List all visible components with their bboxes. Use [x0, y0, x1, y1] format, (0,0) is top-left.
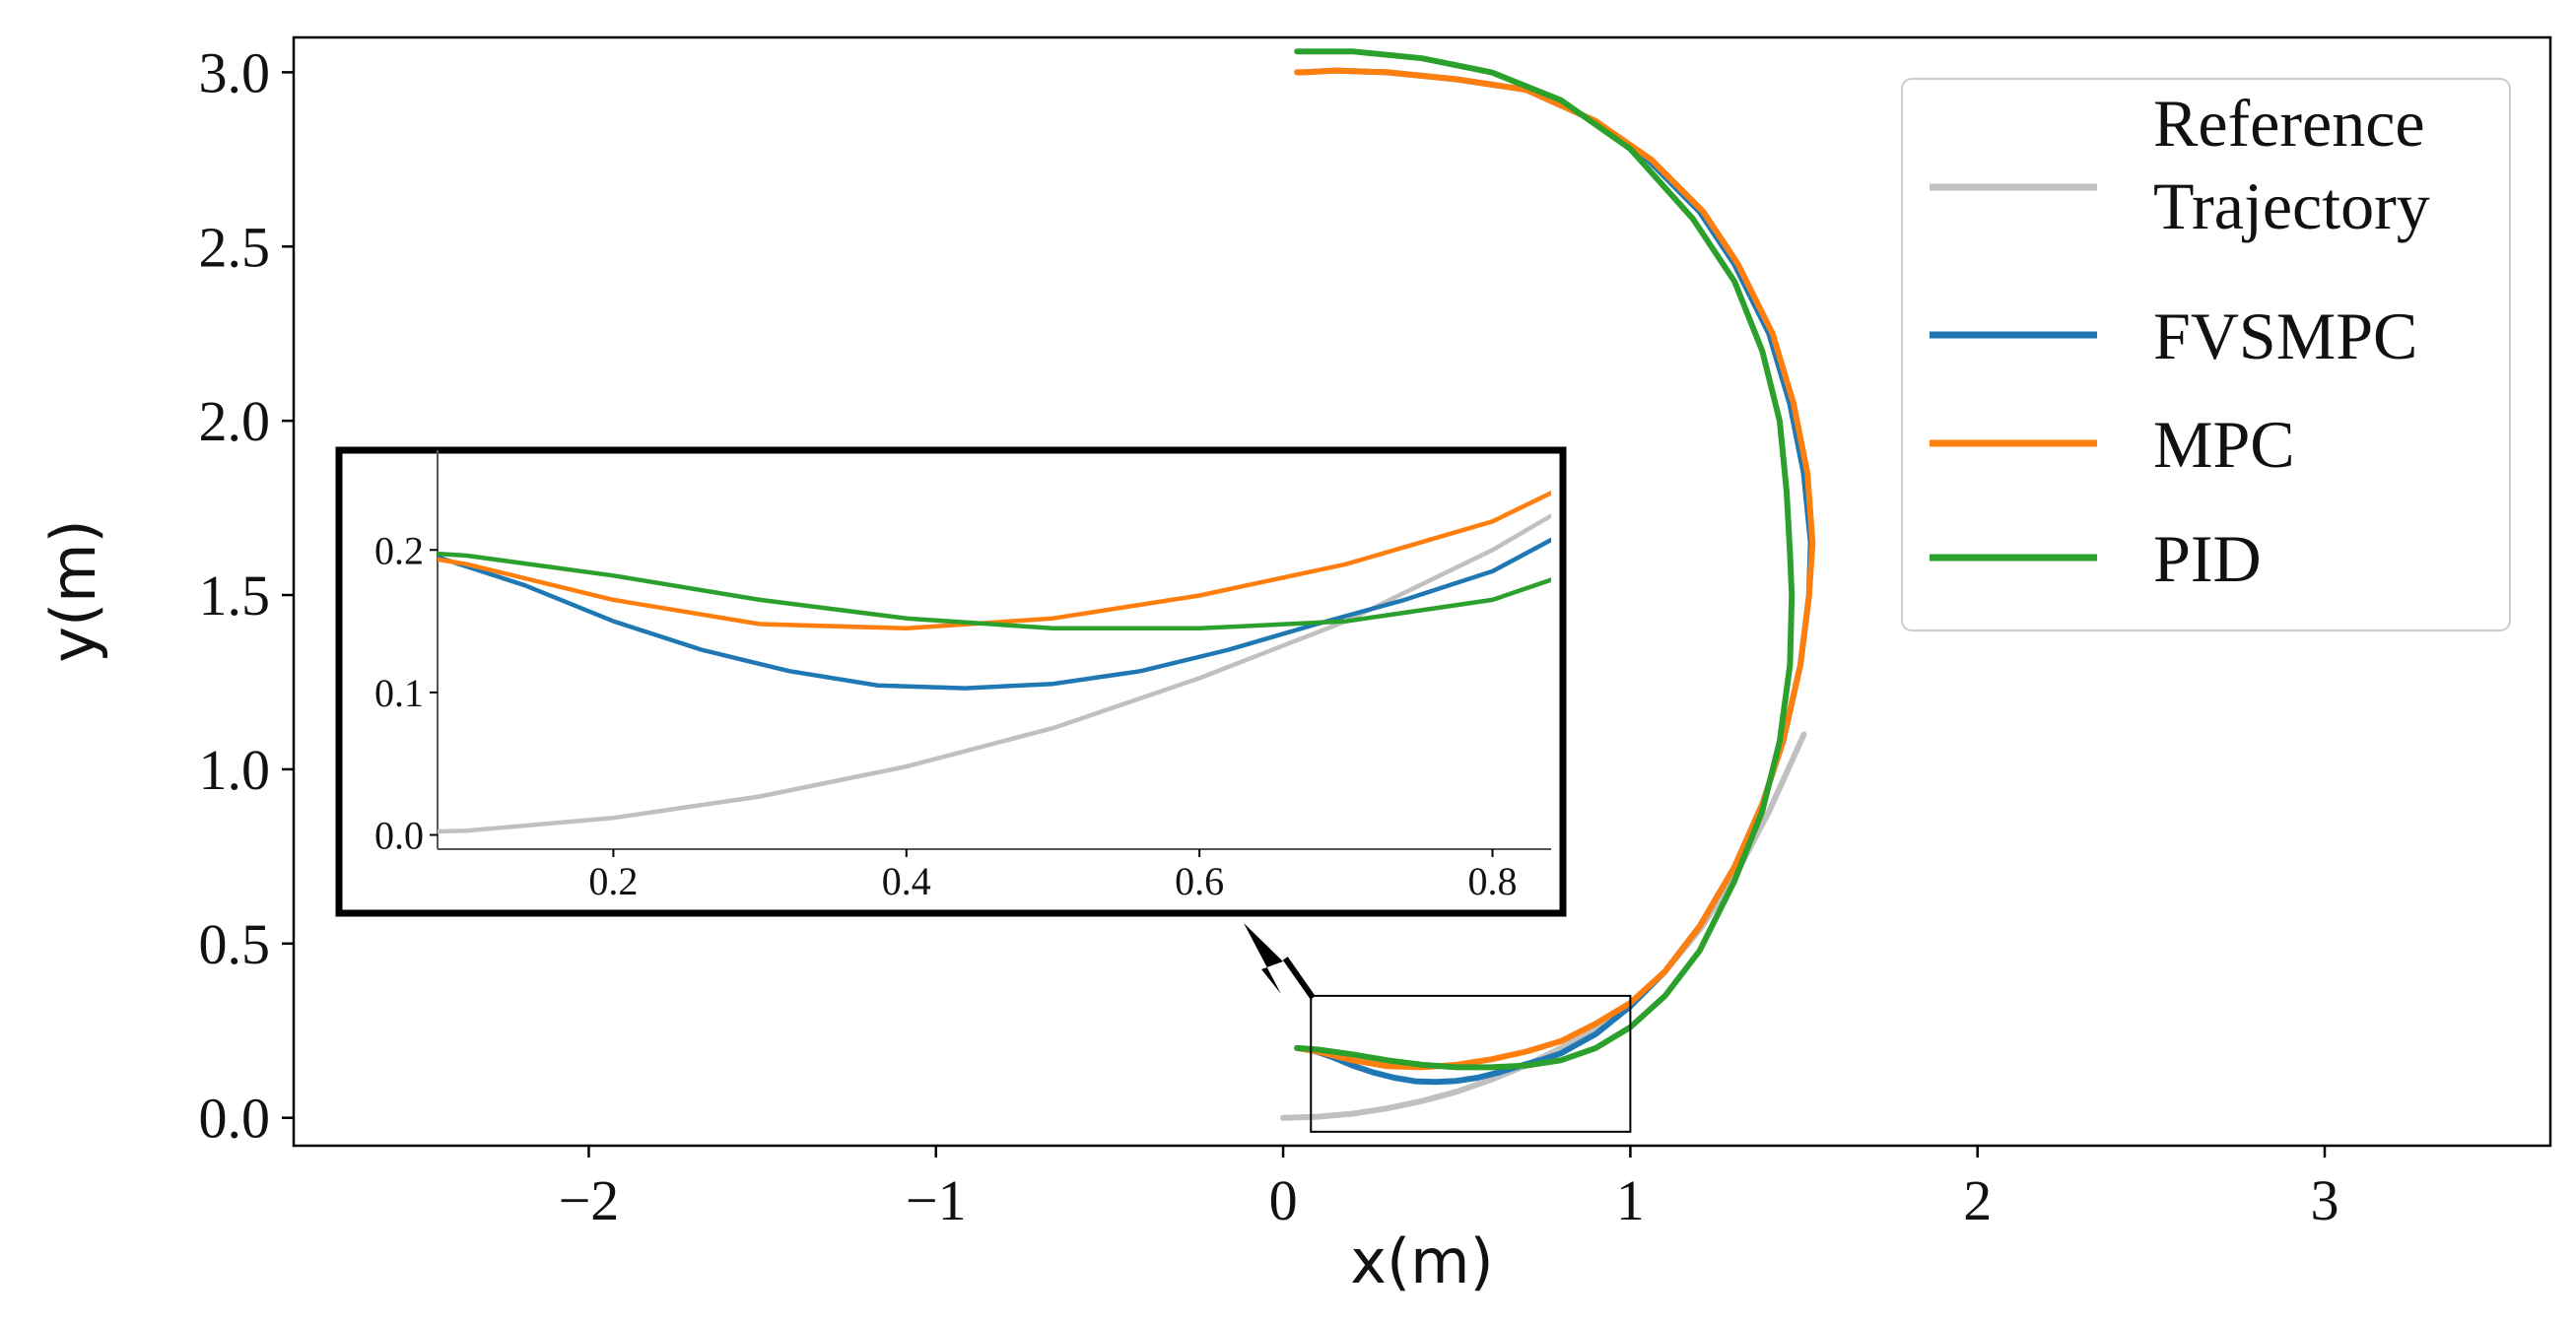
x-axis-label: x(m): [1350, 1225, 1493, 1297]
inset-x-tick-label: 0.4: [882, 859, 931, 903]
inset-series-group: [438, 490, 1551, 834]
legend-label: Reference: [2153, 86, 2425, 161]
inset-y-tick-label: 0.1: [374, 671, 424, 715]
main-axis-ticks: −2 −1 0 1 2 3 0.0 0.5 1.0 1.5 2.0 2.5 3.0: [199, 40, 2339, 1232]
inset-series-line-fvsmpc: [438, 537, 1551, 691]
y-tick-label: 0.0: [199, 1087, 271, 1151]
inset-panel: 0.2 0.4 0.6 0.8 0.0 0.1 0.2: [335, 446, 1567, 917]
x-tick-label: 2: [1963, 1168, 1992, 1232]
plot-area-frame: [292, 35, 2552, 1148]
y-tick-label: 1.5: [199, 563, 271, 628]
main-series-group: [1280, 48, 1816, 1121]
inset-axis-ticks: 0.2 0.4 0.6 0.8 0.0 0.1 0.2: [374, 450, 1551, 903]
inset-background: [335, 446, 1567, 917]
series-line-mpc: [1294, 67, 1816, 1071]
y-tick-label: 1.0: [199, 738, 271, 802]
x-tick-label: 1: [1616, 1168, 1645, 1232]
inset-y-tick-label: 0.2: [374, 528, 424, 572]
legend-frame: [1901, 78, 2511, 631]
inset-x-tick-label: 0.6: [1175, 859, 1224, 903]
y-tick-label: 0.5: [199, 912, 271, 976]
zoom-arrow-head: [1244, 923, 1283, 994]
inset-x-tick-label: 0.8: [1468, 859, 1518, 903]
y-tick-label: 3.0: [199, 40, 271, 104]
y-axis-label: y(m): [37, 519, 109, 662]
legend-label: Trajectory: [2153, 168, 2430, 243]
x-tick-label: 0: [1269, 1168, 1298, 1232]
series-line-pid: [1294, 48, 1796, 1071]
inset-y-tick-label: 0.0: [374, 814, 424, 858]
legend-label: FVSMPC: [2153, 298, 2417, 373]
x-tick-label: 3: [2311, 1168, 2339, 1232]
zoom-source-group: [1244, 923, 1632, 1133]
legend-label: MPC: [2153, 407, 2295, 482]
zoom-arrow-shaft: [1282, 957, 1316, 1000]
inset-series-line-mpc: [438, 490, 1551, 631]
legend-label: PID: [2153, 521, 2262, 596]
y-tick-label: 2.0: [199, 389, 271, 453]
inset-series-line-reference-trajectory: [438, 512, 1551, 834]
y-tick-label: 2.5: [199, 215, 271, 279]
inset-series-line-pid: [438, 551, 1551, 631]
inset-x-tick-label: 0.2: [588, 859, 638, 903]
x-tick-label: −2: [559, 1168, 620, 1232]
x-tick-label: −1: [906, 1168, 967, 1232]
zoom-source-box: [1310, 994, 1632, 1133]
